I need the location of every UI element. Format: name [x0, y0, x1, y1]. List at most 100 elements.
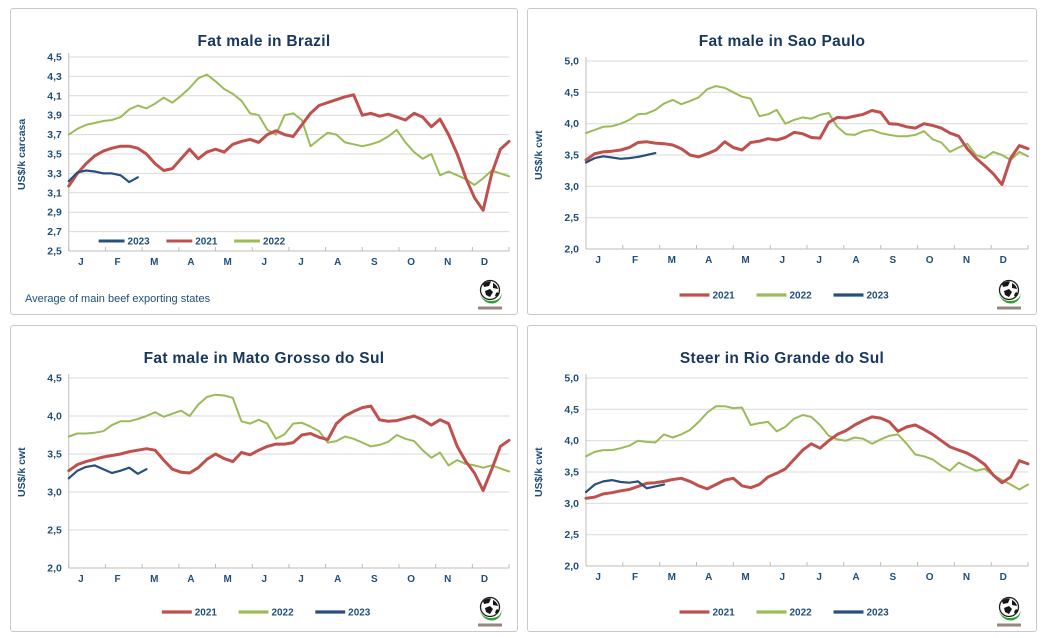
x-tick-label: N [963, 572, 970, 583]
y-tick-label: 3,1 [47, 188, 62, 199]
x-tick-label: F [115, 257, 121, 268]
x-tick-label: M [668, 572, 676, 583]
x-tick-label: J [78, 574, 84, 585]
x-tick-label: A [852, 572, 859, 583]
x-tick-label: D [1000, 572, 1007, 583]
x-tick-label: J [78, 257, 84, 268]
globe-patch [495, 292, 499, 297]
y-tick-label: 5,0 [564, 373, 579, 385]
globe-patch [1012, 283, 1017, 289]
logo-slot [994, 277, 1024, 311]
globe-patch [1002, 281, 1010, 287]
series-line-2021 [584, 415, 1030, 500]
y-tick-label: 5,0 [564, 56, 579, 68]
x-tick-label: J [595, 572, 601, 583]
logo-caption [997, 623, 1021, 627]
series-line-2021 [67, 404, 511, 492]
x-tick-label: S [371, 574, 378, 585]
y-tick-label: 3,5 [564, 150, 579, 162]
x-tick-label: D [481, 257, 488, 268]
logo-slot [994, 594, 1024, 628]
chart-title: Fat male in Brazil [197, 32, 331, 50]
globe-logo [478, 596, 502, 627]
line-chart-canvas: 2,5 2,7 2,9 3,1 3,3 3,5 3,7 3,9 4,1 4,3 4,5 J F M A M J J… [47, 52, 511, 268]
x-tick-label: A [187, 257, 194, 268]
chart-panel-brazil: 2,5 2,7 2,9 3,1 3,3 3,5 3,7 3,9 4,1 4,3 4,5 J F M A M J J… [10, 8, 518, 315]
y-tick-label: 3,0 [564, 498, 579, 510]
x-tick-label: S [889, 255, 896, 266]
x-tick-label: D [481, 574, 488, 585]
globe-patch [493, 283, 498, 289]
y-tick-label: 2,5 [47, 525, 62, 536]
x-tick-label: O [407, 574, 415, 585]
globe-green-swoosh [479, 293, 502, 304]
series-line-2023 [584, 152, 657, 164]
globe-patch [1014, 609, 1018, 614]
series-line-2023 [584, 479, 666, 494]
logo-caption [997, 306, 1021, 310]
x-tick-label: A [705, 572, 712, 583]
globe-patch [1002, 598, 1010, 604]
series-line-2021 [584, 109, 1030, 186]
x-tick-label: D [1000, 255, 1007, 266]
globe-green-swoosh [998, 610, 1021, 621]
y-axis-label: US$/k cwt [533, 447, 545, 497]
x-tick-label: N [963, 255, 970, 266]
y-tick-label: 2,7 [47, 227, 62, 238]
x-tick-label: N [444, 574, 451, 585]
x-tick-label: A [334, 257, 341, 268]
series-line-2022 [67, 393, 511, 473]
y-tick-label: 2,0 [564, 561, 579, 573]
x-tick-label: A [334, 574, 341, 585]
legend-label-2022: 2022 [271, 607, 294, 618]
y-tick-label: 2,5 [47, 246, 62, 257]
globe-patch [485, 606, 493, 614]
globe-patch [1004, 606, 1012, 614]
x-tick-label: A [852, 255, 859, 266]
globe-patch [483, 281, 491, 287]
x-tick-label: M [741, 255, 749, 266]
globe-green-swoosh [998, 293, 1021, 304]
logo-caption [478, 306, 502, 310]
series-line-2021 [67, 93, 511, 212]
y-tick-label: 4,0 [564, 435, 579, 447]
x-tick-label: N [444, 257, 451, 268]
y-tick-label: 3,0 [564, 181, 579, 193]
chart-title: Steer in Rio Grande do Sul [679, 349, 885, 367]
legend-label-2022: 2022 [790, 608, 813, 619]
series-line-2022 [67, 73, 511, 186]
y-tick-label: 2,9 [47, 208, 62, 219]
x-tick-label: M [150, 574, 158, 585]
globe-logo [997, 279, 1021, 310]
y-tick-label: 2,0 [564, 244, 579, 256]
legend-label-2023: 2023 [867, 291, 890, 302]
legend-label-2022: 2022 [790, 291, 813, 302]
x-tick-label: J [298, 257, 304, 268]
logo-slot [475, 594, 505, 628]
y-tick-label: 3,3 [47, 169, 62, 180]
y-tick-label: 3,5 [47, 449, 62, 460]
x-tick-label: J [595, 255, 601, 266]
x-tick-label: O [926, 572, 934, 583]
y-tick-label: 2,5 [564, 212, 579, 224]
x-tick-label: S [889, 572, 896, 583]
x-tick-label: J [816, 572, 822, 583]
logo-caption [478, 623, 502, 627]
x-tick-label: J [816, 255, 822, 266]
y-tick-label: 4,0 [47, 411, 62, 422]
y-tick-label: 3,9 [47, 111, 62, 122]
globe-patch [485, 289, 493, 297]
y-tick-label: 4,5 [47, 52, 62, 63]
chart-title: Fat male in Mato Grosso do Sul [143, 349, 385, 367]
legend-label-2023: 2023 [348, 607, 371, 618]
y-tick-label: 4,3 [47, 72, 62, 83]
x-tick-label: F [632, 255, 638, 266]
x-tick-label: M [741, 572, 749, 583]
legend-label-2021: 2021 [195, 607, 218, 618]
globe-patch [495, 609, 499, 614]
globe-patch [493, 600, 498, 606]
globe-patch [483, 598, 491, 604]
chart-panel-mato-grosso-do-sul: 2,0 2,5 3,0 3,5 4,0 4,5 J F M A M J J A S O N D 2021 2022 20… [10, 325, 518, 632]
legend-label-2021: 2021 [195, 236, 218, 247]
